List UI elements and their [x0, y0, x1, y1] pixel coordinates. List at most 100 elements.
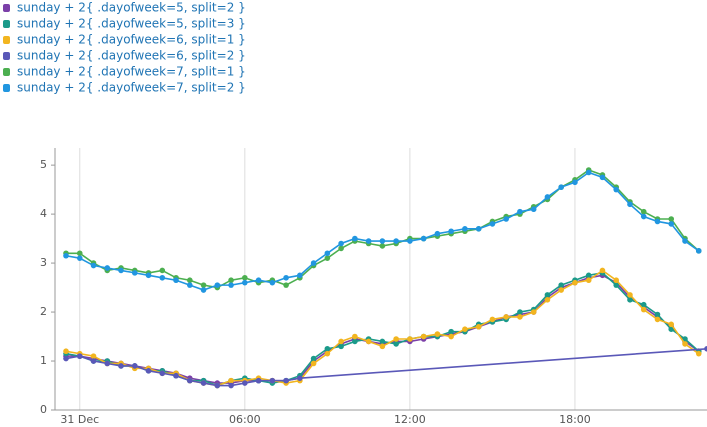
data-point	[530, 309, 537, 315]
series-line	[65, 347, 707, 387]
data-point	[338, 343, 344, 350]
data-point	[517, 309, 523, 315]
legend-label[interactable]: sunday + 2{ .dayofweek=5, split=3 }	[17, 17, 246, 31]
data-point	[627, 297, 633, 303]
data-point	[682, 341, 688, 347]
data-point	[572, 179, 578, 186]
legend-label[interactable]: sunday + 2{ .dayofweek=7, split=2 }	[17, 81, 246, 95]
data-point	[640, 306, 647, 313]
data-point	[627, 201, 633, 208]
data-point	[214, 382, 221, 389]
data-point	[462, 326, 468, 332]
data-point	[159, 370, 166, 377]
data-point	[338, 245, 344, 252]
data-point	[434, 331, 441, 337]
data-point	[704, 345, 707, 352]
data-point	[118, 267, 124, 274]
data-point	[407, 336, 413, 342]
data-point	[393, 341, 399, 347]
data-point	[682, 336, 688, 342]
data-point	[104, 360, 111, 367]
data-point	[118, 363, 124, 369]
data-point	[352, 333, 358, 340]
data-point	[627, 292, 633, 298]
data-point	[379, 238, 386, 244]
data-point	[489, 221, 496, 227]
data-point	[475, 226, 482, 232]
data-point	[668, 216, 675, 222]
data-point	[365, 338, 372, 345]
data-point	[131, 270, 138, 276]
data-point	[283, 274, 289, 281]
data-point	[324, 250, 331, 257]
data-point	[310, 360, 317, 367]
data-point	[599, 174, 606, 181]
data-point	[640, 301, 647, 308]
x-tick-label: 06:00	[229, 413, 261, 426]
data-point	[668, 221, 675, 227]
data-point	[90, 353, 97, 359]
data-point	[558, 282, 564, 288]
data-point	[613, 282, 620, 288]
data-point	[544, 297, 551, 303]
legend-swatch	[3, 68, 10, 76]
data-point	[242, 274, 248, 281]
data-point	[352, 235, 358, 242]
data-point	[585, 277, 592, 284]
data-point	[585, 169, 592, 176]
legend-label[interactable]: sunday + 2{ .dayofweek=5, split=2 }	[17, 1, 246, 15]
series-line	[66, 274, 700, 384]
data-point	[324, 345, 331, 352]
data-point	[200, 282, 207, 288]
legend: sunday + 2{ .dayofweek=5, split=2 } sunda…	[3, 1, 246, 95]
data-point	[585, 272, 592, 279]
data-point	[297, 272, 303, 279]
data-point	[283, 282, 289, 288]
data-point	[489, 316, 496, 323]
data-point	[544, 194, 551, 200]
x-tick-label: 12:00	[394, 413, 426, 426]
data-point	[572, 279, 578, 286]
data-point	[145, 272, 152, 279]
legend-label[interactable]: sunday + 2{ .dayofweek=6, split=1 }	[17, 33, 246, 47]
data-point	[379, 343, 386, 350]
data-point	[434, 230, 441, 237]
data-point	[365, 238, 372, 244]
data-point	[76, 250, 83, 257]
data-point	[228, 377, 234, 384]
y-tick-label: 1	[40, 354, 47, 367]
y-tick-label: 4	[40, 207, 47, 220]
data-point	[63, 252, 69, 259]
data-point	[530, 206, 537, 213]
data-point	[613, 277, 620, 284]
data-point	[695, 248, 702, 254]
legend-label[interactable]: sunday + 2{ .dayofweek=6, split=2 }	[17, 49, 246, 63]
y-tick-label: 3	[40, 256, 47, 269]
data-point	[214, 282, 221, 288]
data-point	[310, 355, 317, 362]
data-point	[187, 277, 193, 284]
data-point	[407, 238, 413, 244]
data-point	[187, 377, 193, 384]
data-point	[558, 287, 564, 293]
data-point	[255, 377, 262, 384]
data-point	[63, 355, 69, 362]
data-point	[379, 243, 386, 249]
data-point	[242, 380, 248, 386]
data-point	[393, 336, 399, 342]
data-point	[544, 292, 551, 298]
data-point	[503, 314, 509, 320]
data-point	[131, 363, 138, 369]
data-point	[668, 321, 675, 328]
legend-swatch	[3, 20, 10, 28]
data-point	[599, 267, 606, 274]
data-point	[517, 208, 523, 215]
data-point	[255, 277, 262, 284]
data-point	[76, 353, 83, 359]
legend-label[interactable]: sunday + 2{ .dayofweek=7, split=1 }	[17, 65, 246, 79]
x-tick-label: 18:00	[559, 413, 591, 426]
data-point	[90, 262, 97, 269]
data-point	[338, 240, 344, 247]
data-point	[269, 377, 276, 384]
